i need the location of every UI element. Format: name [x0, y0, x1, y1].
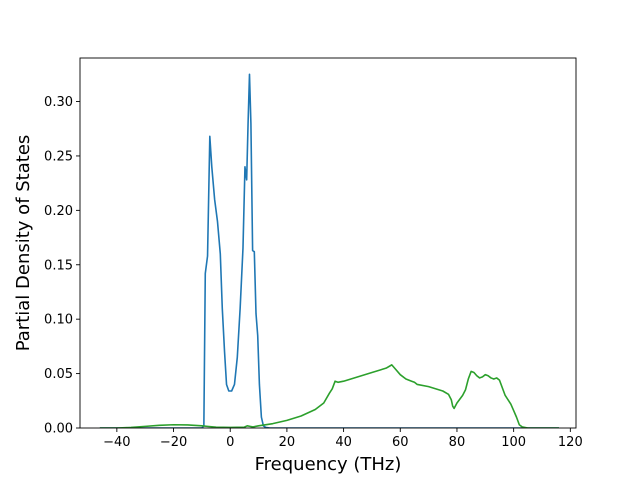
y-tick-label: 0.10 — [44, 313, 73, 328]
series-layer — [99, 73, 559, 428]
axes-layer: −40 −20 0 20 40 60 80 100 120 0.00 0.05 0.10 0.15 0.2… — [44, 57, 583, 450]
series-line-2 — [99, 364, 559, 428]
y-tick-label: 0.15 — [44, 258, 73, 273]
x-axis-label: Frequency (THz) — [255, 454, 402, 475]
x-tick-label: −40 — [103, 435, 130, 450]
x-tick-label: 120 — [558, 435, 583, 450]
x-tick-label: 0 — [226, 435, 234, 450]
y-axis-label: Partial Density of States — [13, 135, 34, 352]
y-tick-label: 0.00 — [44, 422, 73, 437]
x-tick-label: 80 — [449, 435, 466, 450]
x-tick-label: 60 — [392, 435, 409, 450]
y-tick-label: 0.30 — [44, 95, 73, 110]
y-tick-label: 0.05 — [44, 367, 73, 382]
x-tick-label: 100 — [501, 435, 526, 450]
y-tick-label: 0.20 — [44, 204, 73, 219]
plot-frame — [79, 57, 577, 429]
y-tick-label: 0.25 — [44, 149, 73, 164]
x-tick-label: 20 — [279, 435, 296, 450]
x-tick-label: −20 — [160, 435, 187, 450]
series-line-1 — [99, 73, 559, 428]
x-tick-label: 40 — [335, 435, 352, 450]
